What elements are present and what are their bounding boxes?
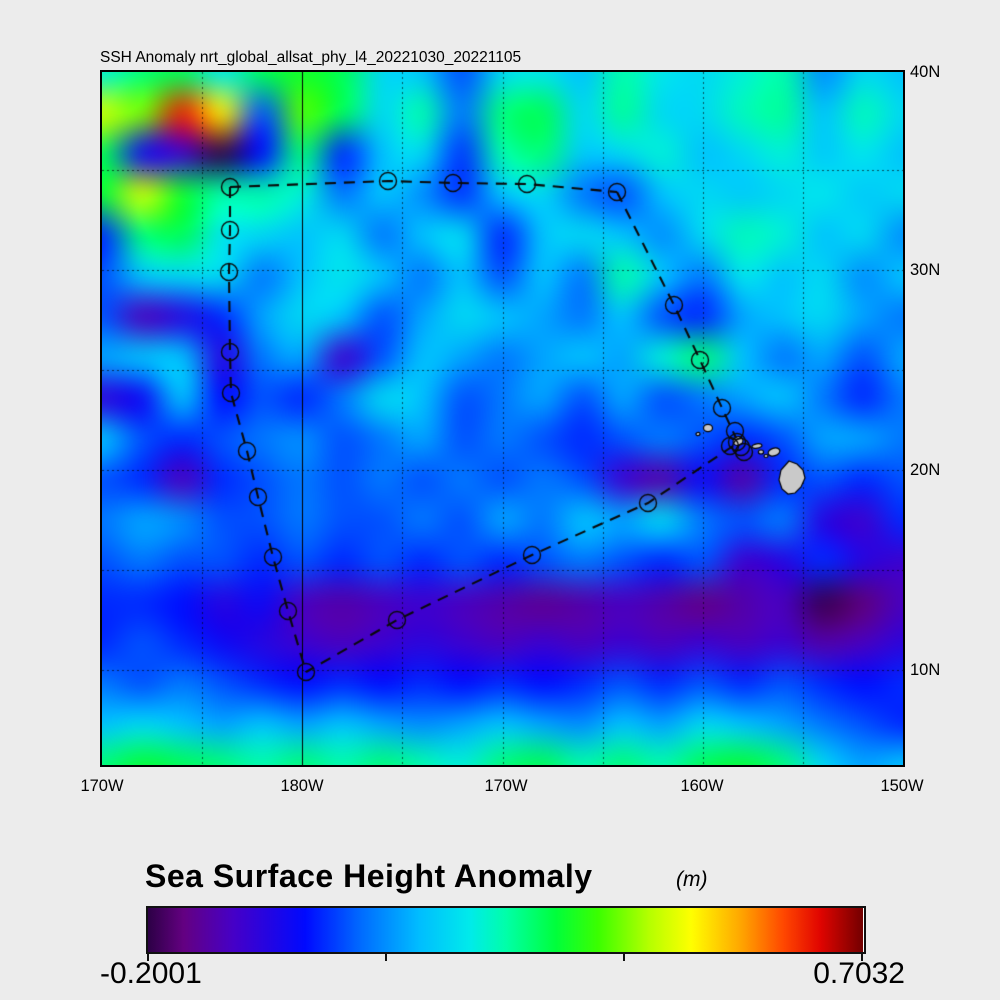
y-axis-label-0: 40N — [910, 63, 941, 81]
x-axis-label-0: 170W — [80, 777, 124, 795]
x-axis-label-2: 170W — [484, 777, 528, 795]
colorbar-frame — [146, 906, 866, 954]
x-axis-label-3: 160W — [680, 777, 724, 795]
y-axis-label-3: 10N — [910, 661, 941, 679]
colorbar-tick-0 — [147, 952, 149, 961]
map-frame — [100, 70, 905, 767]
colorbar-max-value: 0.7032 — [813, 957, 905, 990]
y-axis-label-1: 30N — [910, 261, 941, 279]
map-title: SSH Anomaly nrt_global_allsat_phy_l4_202… — [100, 49, 522, 66]
colorbar-min-value: -0.2001 — [100, 957, 202, 990]
x-axis-label-4: 150W — [880, 777, 924, 795]
colorbar-title: Sea Surface Height Anomaly — [145, 858, 593, 894]
colorbar-units-label: (m) — [676, 868, 708, 891]
x-axis-label-1: 180W — [280, 777, 324, 795]
colorbar-tick-3 — [861, 952, 863, 961]
colorbar-tick-2 — [623, 952, 625, 961]
colorbar-tick-1 — [385, 952, 387, 961]
ssh-heatmap-canvas — [102, 72, 903, 765]
y-axis-label-2: 20N — [910, 461, 941, 479]
colorbar-gradient-canvas — [148, 908, 863, 952]
